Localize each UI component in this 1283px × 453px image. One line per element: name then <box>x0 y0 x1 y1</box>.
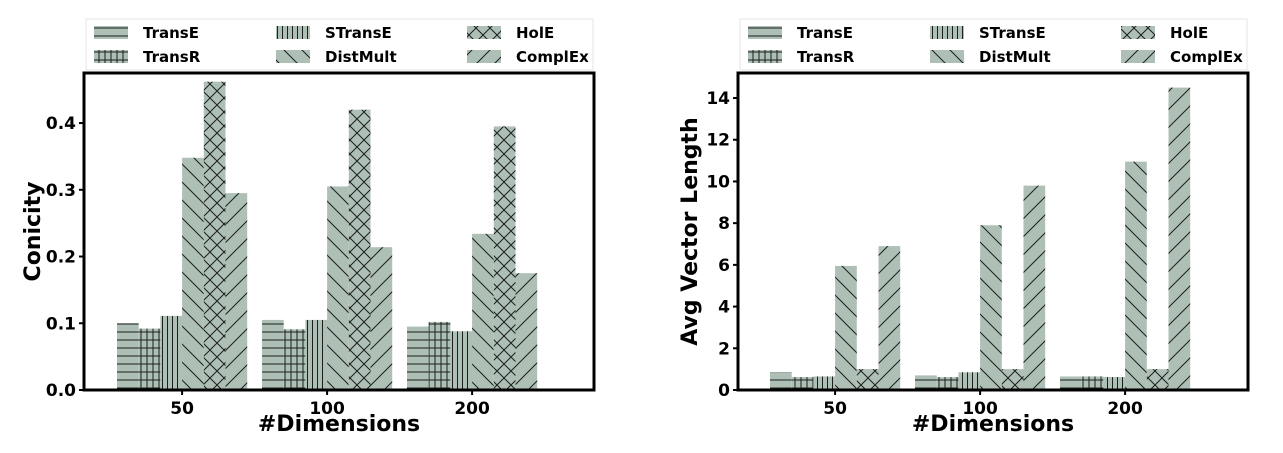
legend-label-hole: HolE <box>516 24 554 42</box>
legend-swatch-transe <box>94 26 128 39</box>
x-tick-label: 50 <box>170 399 194 419</box>
legend-swatch-distmult <box>930 50 964 63</box>
y-tick-label: 2 <box>718 339 730 359</box>
bar-transr-50 <box>138 328 161 390</box>
bar-stranse-50 <box>813 376 836 390</box>
chart-panel-1: 0.0 0.1 0.2 0.3 0.4 50 100 200 #Dimensions Conici… <box>21 18 596 437</box>
bar-transr-200 <box>428 321 451 390</box>
legend-swatch-transe <box>748 26 782 39</box>
y-tick-label: 12 <box>706 131 730 151</box>
legend-label-stranse: STransE <box>325 24 392 42</box>
legend-label-hole: HolE <box>1170 24 1208 42</box>
bar-complex-100 <box>1023 185 1046 390</box>
bar-complex-50 <box>878 246 901 390</box>
x-axis-label: #Dimensions <box>912 412 1074 437</box>
y-tick-label: 8 <box>718 214 730 234</box>
bar-transe-50 <box>117 323 139 390</box>
bar-hole-100 <box>1001 369 1024 390</box>
bar-stranse-100 <box>958 372 981 390</box>
y-axis-label: Conicity <box>21 182 46 282</box>
legend-swatch-distmult <box>276 50 310 63</box>
bar-hole-50 <box>203 81 226 391</box>
legend-swatch-transr <box>748 50 782 63</box>
bar-hole-100 <box>348 109 371 391</box>
axes-frame <box>736 71 1250 392</box>
bar-transe-50 <box>770 372 792 390</box>
chart-panel-2: 0 2 4 6 8 10 12 14 50 100 200 #Dimensions Avg Vector… <box>678 18 1250 437</box>
bar-transr-50 <box>791 377 814 390</box>
y-tick-label: 0.4 <box>46 114 76 134</box>
legend-box <box>85 18 594 71</box>
bar-complex-200 <box>1168 87 1191 390</box>
bar-transr-200 <box>1081 376 1104 390</box>
y-tick-label: 0.3 <box>46 181 76 201</box>
legend-swatch-stranse <box>930 26 964 39</box>
legend-label-complex: ComplEx <box>516 48 589 66</box>
bar-complex-200 <box>515 273 538 390</box>
x-tick-label: 100 <box>962 399 998 419</box>
bar-complex-100 <box>370 247 393 390</box>
bar-transe-100 <box>915 375 937 390</box>
legend-swatch-transr <box>94 50 128 63</box>
bar-stranse-200 <box>450 331 473 390</box>
y-tick-label: 0.1 <box>46 314 76 334</box>
x-tick-label: 50 <box>823 399 847 419</box>
bar-stranse-200 <box>1103 377 1126 390</box>
bar-distmult-100 <box>327 186 349 390</box>
bar-distmult-100 <box>980 225 1002 390</box>
legend-box <box>739 18 1248 71</box>
axes-frame <box>82 71 596 392</box>
y-tick-label: 0 <box>718 381 730 401</box>
bar-transe-100 <box>262 319 284 390</box>
legend-label-distmult: DistMult <box>325 48 397 66</box>
bar-distmult-200 <box>1125 161 1147 390</box>
legend-label-transe: TransE <box>797 24 853 42</box>
x-axis-label: #Dimensions <box>258 412 420 437</box>
bar-transe-200 <box>407 326 429 390</box>
bar-transr-100 <box>936 377 959 390</box>
legend: TransE TransR STransE DistMult HolE ComplEx <box>85 18 594 71</box>
y-tick-label: 14 <box>706 89 730 109</box>
x-tick-label: 200 <box>1107 399 1143 419</box>
y-tick-label: 0.2 <box>46 248 76 268</box>
legend-label-transr: TransR <box>143 48 201 66</box>
legend: TransE TransR STransE DistMult HolE ComplEx <box>739 18 1248 71</box>
bar-hole-50 <box>856 369 879 390</box>
y-tick-label: 6 <box>718 256 730 276</box>
x-tick-label: 200 <box>454 399 490 419</box>
legend-swatch-hole <box>1121 26 1155 39</box>
bar-hole-200 <box>1146 369 1169 390</box>
bar-transe-200 <box>1060 376 1082 390</box>
bar-stranse-50 <box>160 315 183 390</box>
legend-swatch-stranse <box>276 26 310 39</box>
legend-label-transe: TransE <box>143 24 199 42</box>
legend-swatch-complex <box>1121 50 1155 63</box>
legend-label-transr: TransR <box>797 48 855 66</box>
bar-stranse-100 <box>305 319 328 390</box>
bar-transr-100 <box>283 329 306 390</box>
y-axis-label: Avg Vector Length <box>678 117 703 345</box>
bar-distmult-50 <box>835 265 857 390</box>
bar-distmult-200 <box>472 233 494 390</box>
legend-swatch-complex <box>467 50 501 63</box>
legend-label-stranse: STransE <box>979 24 1046 42</box>
y-tick-label: 4 <box>718 298 730 318</box>
bar-complex-50 <box>225 193 248 390</box>
y-tick-label: 10 <box>706 172 730 192</box>
legend-swatch-hole <box>467 26 501 39</box>
bar-distmult-50 <box>182 157 204 390</box>
bar-hole-200 <box>493 126 516 390</box>
x-tick-label: 100 <box>309 399 345 419</box>
legend-label-distmult: DistMult <box>979 48 1051 66</box>
legend-label-complex: ComplEx <box>1170 48 1243 66</box>
y-tick-label: 0.0 <box>46 381 76 401</box>
